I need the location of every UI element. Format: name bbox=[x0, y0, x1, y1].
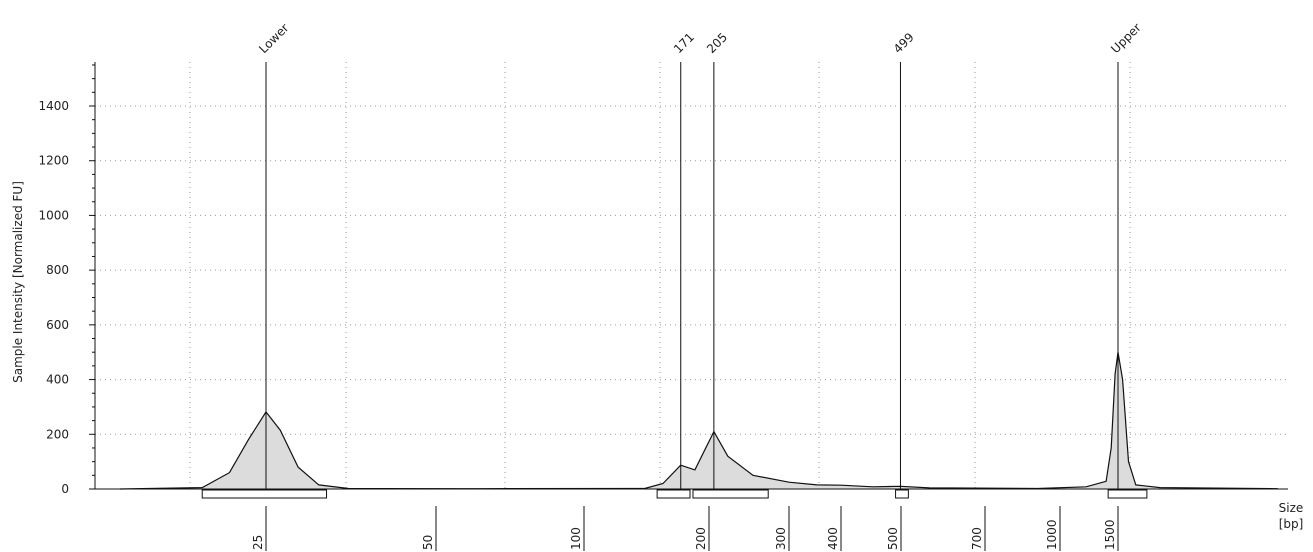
x-tick-label: 200 bbox=[694, 527, 708, 550]
trace-line bbox=[119, 352, 1279, 490]
x-tick-label: 300 bbox=[774, 527, 788, 550]
grid-lines bbox=[95, 62, 1288, 489]
peak-label: Lower bbox=[256, 21, 291, 56]
peak-label: Upper bbox=[1108, 20, 1144, 56]
y-tick-label: 0 bbox=[61, 482, 69, 496]
peak-region-box bbox=[1107, 489, 1148, 499]
y-tick-label: 1200 bbox=[38, 154, 69, 168]
y-tick-label: 600 bbox=[46, 318, 69, 332]
x-axis-label-size: Size bbox=[1279, 501, 1304, 515]
peak-regions bbox=[201, 489, 1148, 499]
y-tick-label: 800 bbox=[46, 263, 69, 277]
x-tick-label: 1500 bbox=[1103, 519, 1117, 550]
trace-layer bbox=[119, 352, 1279, 490]
y-tick-label: 1000 bbox=[38, 208, 69, 222]
y-axis-label: Sample Intensity [Normalized FU] bbox=[11, 181, 25, 383]
x-tick-label: 50 bbox=[421, 535, 435, 550]
y-tick-label: 1400 bbox=[38, 99, 69, 113]
peak-label: 205 bbox=[704, 30, 730, 56]
x-axis-label-unit: [bp] bbox=[1279, 517, 1304, 531]
x-axis-ticks: 25 50 100 200 300 400 500 700 1000 1500 bbox=[251, 506, 1119, 551]
x-tick-label: 1000 bbox=[1045, 519, 1059, 550]
x-tick-label: 100 bbox=[569, 527, 583, 550]
trace-fill bbox=[120, 352, 1278, 489]
peak-label: 171 bbox=[671, 30, 697, 56]
x-tick-label: 400 bbox=[826, 527, 840, 550]
peak-region-box bbox=[895, 489, 909, 499]
peak-region-box bbox=[656, 489, 691, 499]
y-axis-ticks: 0 200 400 600 800 1000 1200 1400 bbox=[38, 64, 95, 496]
peak-region-box bbox=[201, 489, 328, 499]
x-tick-label: 700 bbox=[970, 527, 984, 550]
y-tick-label: 400 bbox=[46, 373, 69, 387]
x-tick-label: 25 bbox=[251, 535, 265, 550]
y-tick-label: 200 bbox=[46, 427, 69, 441]
peak-markers: Lower 171 205 499 Upper bbox=[256, 20, 1144, 489]
x-tick-label: 500 bbox=[886, 527, 900, 550]
peak-region-box bbox=[692, 489, 769, 499]
peak-label: 499 bbox=[891, 30, 917, 56]
